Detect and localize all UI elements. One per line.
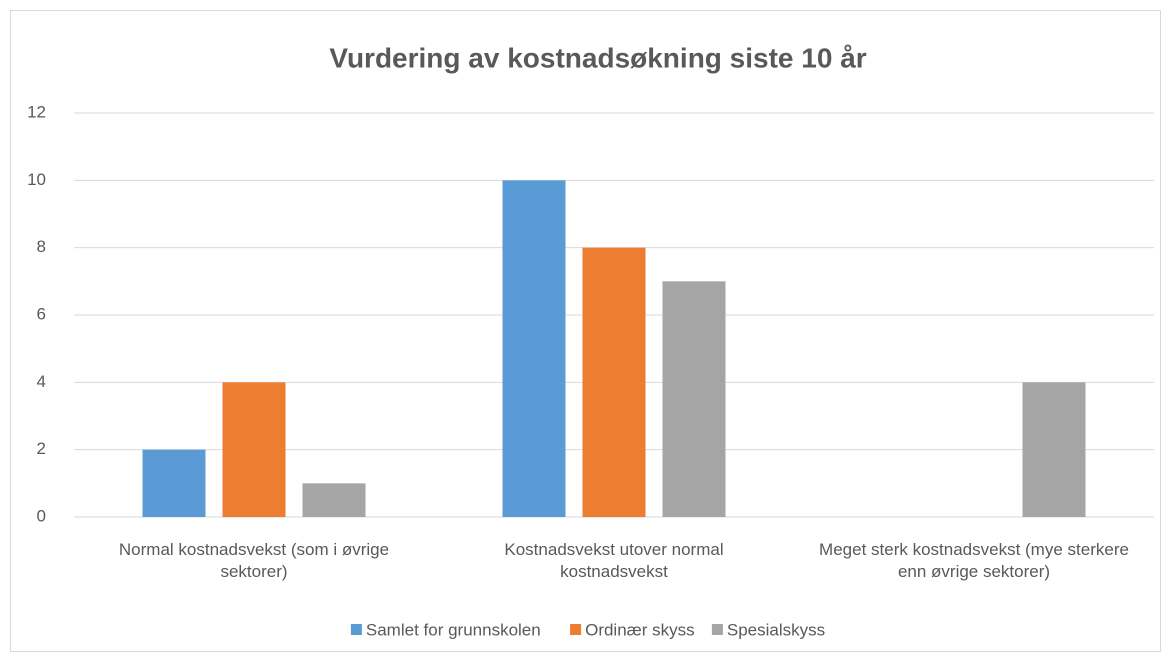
legend-label: Ordinær skyss [585, 620, 695, 639]
x-tick-label: Kostnadsvekst utover normal kostnadsveks… [504, 540, 724, 581]
x-tick-label: Meget sterk kostnadsvekst (mye sterkere … [819, 540, 1129, 581]
bar [302, 483, 366, 517]
x-tick-label: Normal kostnadsvekst (som i øvrige sekto… [118, 540, 390, 581]
bar [582, 247, 646, 517]
y-tick-label: 2 [37, 439, 46, 458]
chart-title: Vurdering av kostnadsøkning siste 10 år [329, 42, 866, 73]
legend-swatch [350, 624, 362, 635]
bar [662, 281, 726, 517]
y-tick-label: 8 [37, 237, 46, 256]
y-tick-label: 10 [27, 170, 46, 189]
legend-swatch [711, 624, 723, 635]
legend-label: Spesialskyss [727, 620, 825, 639]
bar [1022, 382, 1086, 517]
y-tick-label: 4 [37, 372, 46, 391]
y-tick-label: 0 [37, 506, 46, 525]
bar [222, 382, 286, 517]
y-tick-label: 6 [37, 304, 46, 323]
bar [502, 180, 566, 518]
y-tick-label: 12 [27, 102, 46, 121]
legend-label: Samlet for grunnskolen [366, 620, 541, 639]
legend-swatch [570, 624, 582, 635]
bar [142, 449, 206, 517]
